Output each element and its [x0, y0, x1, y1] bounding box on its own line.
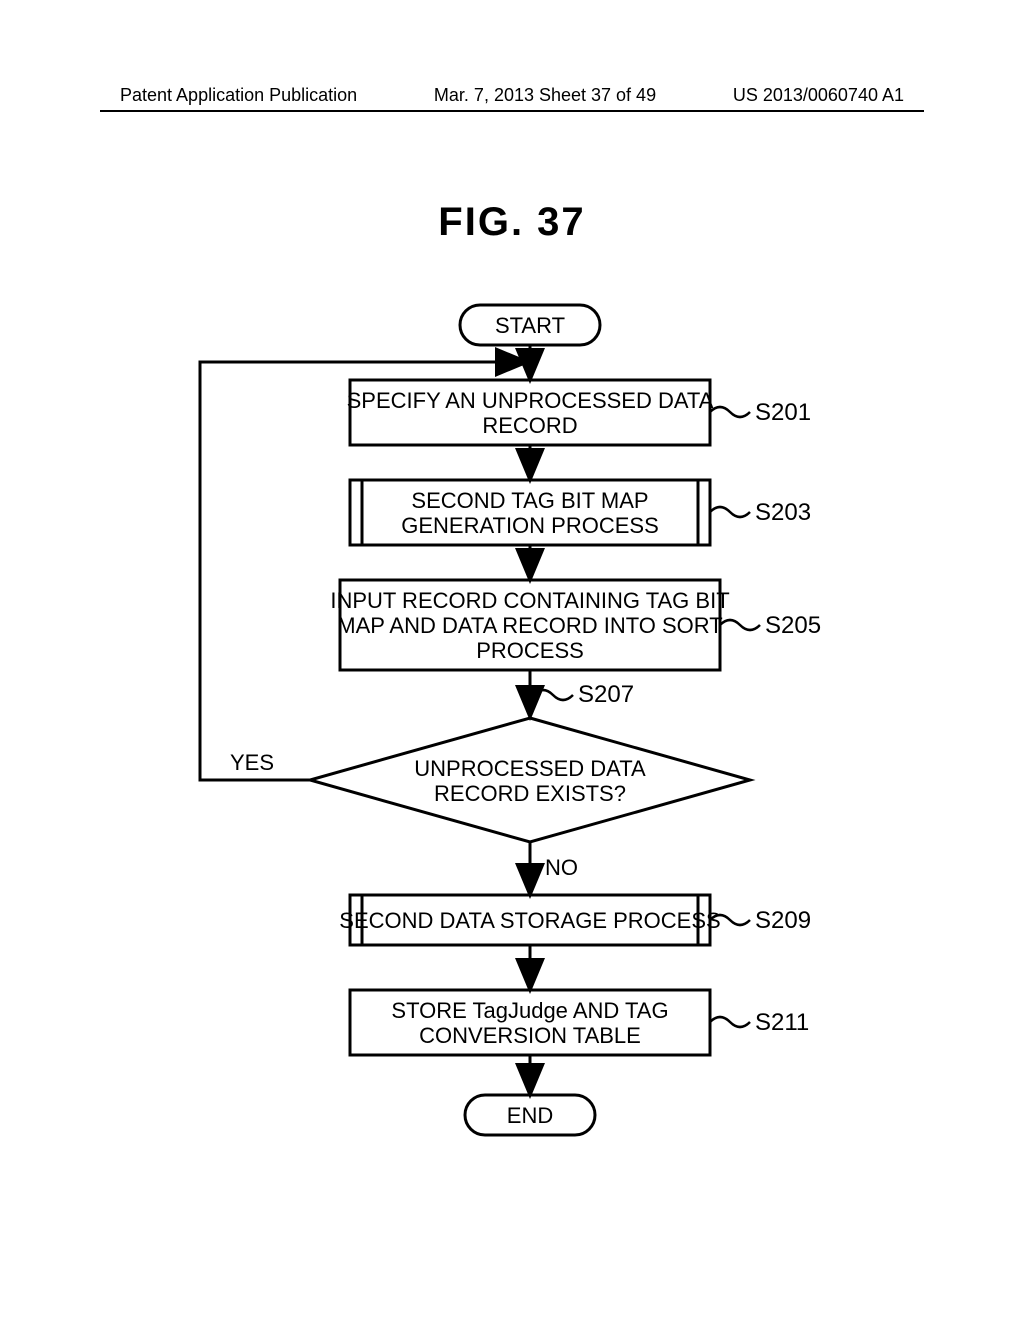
end-node: END: [465, 1095, 595, 1135]
s203-line2: GENERATION PROCESS: [401, 513, 659, 538]
s205-connector: [720, 620, 760, 630]
yes-label: YES: [230, 750, 274, 775]
s205-step: S205: [765, 612, 821, 639]
s207-line2: RECORD EXISTS?: [434, 781, 626, 806]
s203-line1: SECOND TAG BIT MAP: [411, 488, 648, 513]
s203-connector: [710, 507, 750, 517]
flowchart-svg: START SPECIFY AN UNPROCESSED DATA RECORD…: [100, 300, 924, 1220]
s211-node: STORE TagJudge AND TAG CONVERSION TABLE: [350, 990, 710, 1055]
s207-step: S207: [578, 681, 634, 708]
yes-branch: YES: [200, 362, 525, 780]
s207-node: UNPROCESSED DATA RECORD EXISTS?: [310, 718, 750, 842]
start-node: START: [460, 305, 600, 345]
s207-connector: [533, 690, 573, 700]
header-right: US 2013/0060740 A1: [733, 85, 904, 106]
s211-line1: STORE TagJudge AND TAG: [391, 998, 668, 1023]
s203-node: SECOND TAG BIT MAP GENERATION PROCESS: [350, 480, 710, 545]
no-label: NO: [545, 855, 578, 880]
s211-line2: CONVERSION TABLE: [419, 1023, 641, 1048]
end-label: END: [507, 1103, 553, 1128]
s201-line2: RECORD: [482, 413, 577, 438]
s201-step: S201: [755, 399, 811, 426]
header-center: Mar. 7, 2013 Sheet 37 of 49: [434, 85, 656, 106]
s201-node: SPECIFY AN UNPROCESSED DATA RECORD: [347, 380, 714, 445]
s211-connector: [710, 1017, 750, 1027]
s203-step: S203: [755, 499, 811, 526]
start-label: START: [495, 313, 565, 338]
s201-connector: [710, 407, 750, 417]
header-rule: [100, 110, 924, 112]
s205-line2: MAP AND DATA RECORD INTO SORT: [337, 613, 722, 638]
s211-step: S211: [755, 1009, 809, 1036]
s201-line1: SPECIFY AN UNPROCESSED DATA: [347, 388, 714, 413]
page-header: Patent Application Publication Mar. 7, 2…: [0, 85, 1024, 106]
header-left: Patent Application Publication: [120, 85, 357, 106]
s209-node: SECOND DATA STORAGE PROCESS: [339, 895, 720, 945]
figure-title: FIG. 37: [0, 200, 1024, 245]
s205-node: INPUT RECORD CONTAINING TAG BIT MAP AND …: [330, 580, 729, 670]
s207-line1: UNPROCESSED DATA: [414, 756, 646, 781]
s209-step: S209: [755, 907, 811, 934]
s205-line3: PROCESS: [476, 638, 584, 663]
s205-line1: INPUT RECORD CONTAINING TAG BIT: [330, 588, 729, 613]
s209-label: SECOND DATA STORAGE PROCESS: [339, 908, 720, 933]
